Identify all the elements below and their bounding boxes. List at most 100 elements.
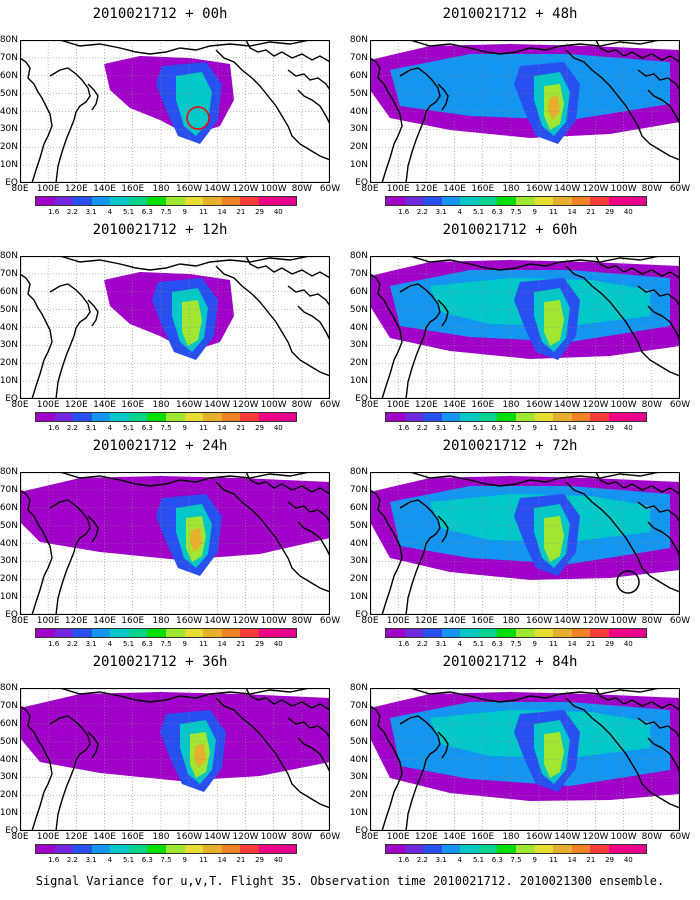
colorbar-label: 9 (182, 424, 187, 432)
colorbar-swatch (240, 197, 259, 205)
variance-contour (182, 300, 202, 346)
longitude-label: 160E (121, 184, 145, 194)
latitude-label: 80N (0, 467, 18, 477)
longitude-label: 120E (414, 616, 438, 626)
longitude-label: 120W (232, 400, 259, 410)
colorbar-label: 2.2 (416, 424, 428, 432)
colorbar-labels: 1.6 2.2 3.1 4 5.1 6.3 7.5 9 11 14 21 29 40 (35, 208, 297, 218)
longitude-label: 120E (414, 184, 438, 194)
longitude-label: 100W (260, 832, 287, 842)
longitude-label: 140W (554, 832, 581, 842)
colorbar-swatch (240, 845, 259, 853)
variance-contour (544, 516, 564, 562)
colorbar-label: 14 (567, 640, 577, 648)
colorbar-label: 40 (273, 856, 283, 864)
longitude-label: 100W (260, 400, 287, 410)
colorbar-label: 29 (605, 424, 615, 432)
latitude-label: 70N (0, 484, 18, 495)
variance-map (370, 256, 680, 399)
longitude-label: 80E (11, 832, 29, 842)
longitude-label: 180 (502, 400, 520, 410)
colorbar-label: 6.3 (491, 640, 503, 648)
colorbar (35, 412, 297, 422)
colorbar-swatch (166, 197, 185, 205)
colorbar-swatch (54, 197, 74, 205)
longitude-label: 120W (232, 616, 259, 626)
colorbar (385, 412, 647, 422)
panel-title: 2010021712 + 60h (442, 222, 578, 238)
colorbar-swatch (128, 845, 148, 853)
latitude-label: 70N (0, 52, 18, 63)
colorbar-swatch (516, 629, 535, 637)
colorbar-swatch (36, 845, 55, 853)
colorbar-labels: 1.6 2.2 3.1 4 5.1 6.3 7.5 9 11 14 21 29 40 (35, 640, 297, 650)
longitude-label: 80W (291, 400, 312, 410)
colorbar-swatch (441, 629, 461, 637)
colorbar-label: 7.5 (510, 640, 522, 648)
colorbar-label: 14 (217, 208, 227, 216)
colorbar-label: 5.1 (472, 856, 485, 864)
colorbar-swatch (166, 413, 185, 421)
colorbar-label: 11 (548, 640, 558, 648)
colorbar-label: 1.6 (398, 640, 410, 648)
colorbar-swatch (277, 629, 297, 637)
colorbar-label: 3.1 (85, 208, 97, 216)
colorbar-label: 4 (107, 208, 113, 216)
latitude-label: 40N (0, 538, 18, 549)
colorbar-swatch (240, 413, 259, 421)
latitude-label: 20N (0, 790, 18, 801)
longitude-label: 140W (554, 400, 581, 410)
colorbar (35, 844, 297, 854)
colorbar-swatch (534, 197, 554, 205)
colorbar-labels: 1.6 2.2 3.1 4 5.1 6.3 7.5 9 11 14 21 29 40 (35, 856, 297, 866)
colorbar-label: 2.2 (66, 640, 78, 648)
longitude-label: 80W (641, 184, 662, 194)
colorbar-label: 11 (198, 424, 208, 432)
latitude-label: 20N (0, 142, 18, 153)
longitude-label: 160W (176, 832, 203, 842)
latitude-label: 70N (349, 700, 368, 711)
colorbar-label: 1.6 (48, 856, 60, 864)
longitude-label: 120E (414, 400, 438, 410)
colorbar-label: 6.3 (491, 424, 503, 432)
colorbar-label: 21 (586, 424, 596, 432)
latitude-label: EQ (355, 826, 368, 836)
colorbar-swatch (54, 413, 74, 421)
latitude-label: 20N (349, 142, 368, 153)
panel-title: 2010021712 + 00h (92, 6, 228, 22)
latitude-label: 40N (349, 322, 368, 333)
panel-title: 2010021712 + 72h (442, 438, 578, 454)
colorbar-swatch (423, 845, 442, 853)
colorbar-label: 7.5 (160, 424, 172, 432)
colorbar-label: 9 (182, 640, 187, 648)
colorbar-swatch (460, 197, 479, 205)
latitude-label: 20N (349, 574, 368, 585)
colorbar-label: 2.2 (416, 640, 428, 648)
latitude-label: 80N (0, 251, 18, 261)
colorbar-label: 21 (236, 640, 246, 648)
colorbar-swatch (516, 845, 535, 853)
colorbar-label: 5.1 (122, 856, 135, 864)
colorbar-label: 5.1 (122, 208, 135, 216)
latitude-label: 50N (0, 304, 18, 315)
latitude-label: EQ (355, 178, 368, 188)
colorbar-swatch (240, 629, 259, 637)
latitude-label: 60N (0, 718, 18, 729)
colorbar-label: 2.2 (66, 424, 78, 432)
longitude-label: 120W (582, 616, 609, 626)
longitude-label: 100E (386, 400, 410, 410)
latitude-label: 50N (349, 736, 368, 747)
colorbar-swatch (460, 629, 479, 637)
colorbar-label: 6.3 (491, 208, 503, 216)
colorbar-swatch (203, 197, 222, 205)
colorbar-label: 14 (217, 640, 227, 648)
latitude-label: 70N (0, 268, 18, 279)
colorbar-label: 3.1 (85, 424, 97, 432)
longitude-label: 100E (386, 832, 410, 842)
colorbar-labels: 1.6 2.2 3.1 4 5.1 6.3 7.5 9 11 14 21 29 40 (385, 640, 647, 650)
longitude-label: 60W (319, 400, 341, 410)
colorbar-label: 7.5 (160, 856, 172, 864)
colorbar-swatch (277, 845, 297, 853)
colorbar-swatch (110, 629, 129, 637)
colorbar-label: 9 (532, 424, 537, 432)
